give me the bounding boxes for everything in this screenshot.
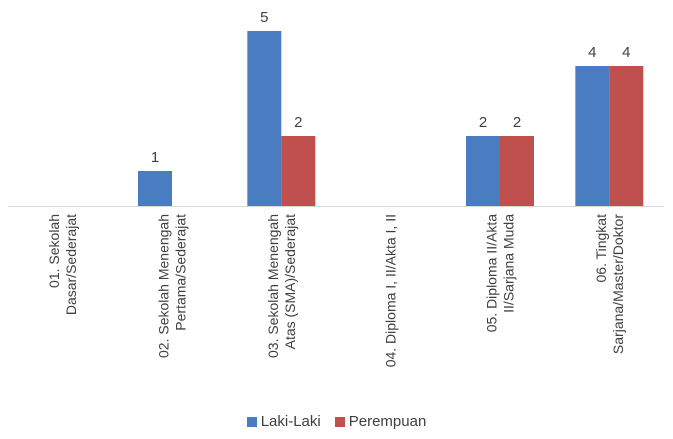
bars-group [138, 31, 644, 206]
x-tick-label-line: Atas (SMA)/Sederajat [282, 214, 298, 349]
legend-swatch-perempuan [334, 416, 345, 427]
x-tick-label-line: Sarjana/Master/Doktor [610, 214, 626, 354]
data-labels-group: 1 5 2 2 2 4 4 [151, 9, 631, 166]
data-label-laki-laki-3: 5 [260, 9, 268, 26]
x-tick-label-line: 02. Sekolah Menengah [156, 214, 172, 358]
legend-item-laki-laki: Laki-Laki [246, 413, 321, 430]
data-label-perempuan-6: 4 [622, 44, 630, 61]
legend-swatch-laki-laki [246, 416, 257, 427]
bar-chart: 1 5 2 2 2 4 4 01. Sekolah Dasar/Sederajat 02. Se… [8, 9, 664, 368]
legend-item-perempuan: Perempuan [334, 413, 427, 430]
x-tick-label-line: 03. Sekolah Menengah [265, 214, 281, 358]
legend-label-laki-laki: Laki-Laki [260, 413, 321, 430]
bar-laki-laki-3 [247, 31, 282, 206]
x-tick-label-2: 02. Sekolah Menengah Pertama/Sederajat [156, 214, 189, 358]
x-tick-label-line: Pertama/Sederajat [173, 214, 189, 331]
data-label-laki-laki-2: 1 [151, 149, 159, 166]
x-tick-label-line: II/Sarjana Muda [501, 214, 517, 313]
x-tick-label-line: Dasar/Sederajat [63, 214, 79, 315]
data-label-laki-laki-6: 4 [588, 44, 596, 61]
bar-perempuan-5 [500, 136, 534, 206]
bar-laki-laki-5 [466, 136, 500, 206]
x-tick-label-6: 06. Tingkat Sarjana/Master/Doktor [593, 214, 626, 354]
bar-laki-laki-2 [138, 171, 172, 206]
data-label-perempuan-5: 2 [513, 114, 521, 131]
legend: Laki-Laki Perempuan [0, 413, 673, 430]
bar-perempuan-3 [281, 136, 316, 206]
legend-label-perempuan: Perempuan [348, 413, 427, 430]
data-label-perempuan-3: 2 [294, 114, 302, 131]
x-tick-labels-group: 01. Sekolah Dasar/Sederajat 02. Sekolah Me… [46, 214, 626, 368]
bar-laki-laki-6 [575, 66, 610, 206]
x-tick-label-3: 03. Sekolah Menengah Atas (SMA)/Sederajat [265, 214, 298, 358]
x-tick-label-line: 04. Diploma I, II/Akta I, II [383, 214, 399, 367]
x-tick-label-4: 04. Diploma I, II/Akta I, II [383, 214, 399, 367]
x-tick-label-line: 05. Diploma II/Akta [484, 214, 500, 332]
x-tick-label-line: 06. Tingkat [593, 214, 609, 283]
data-label-laki-laki-5: 2 [479, 114, 487, 131]
x-tick-label-5: 05. Diploma II/Akta II/Sarjana Muda [484, 214, 517, 332]
x-tick-label-line: 01. Sekolah [46, 214, 62, 288]
bar-perempuan-6 [609, 66, 644, 206]
x-tick-label-1: 01. Sekolah Dasar/Sederajat [46, 214, 79, 315]
